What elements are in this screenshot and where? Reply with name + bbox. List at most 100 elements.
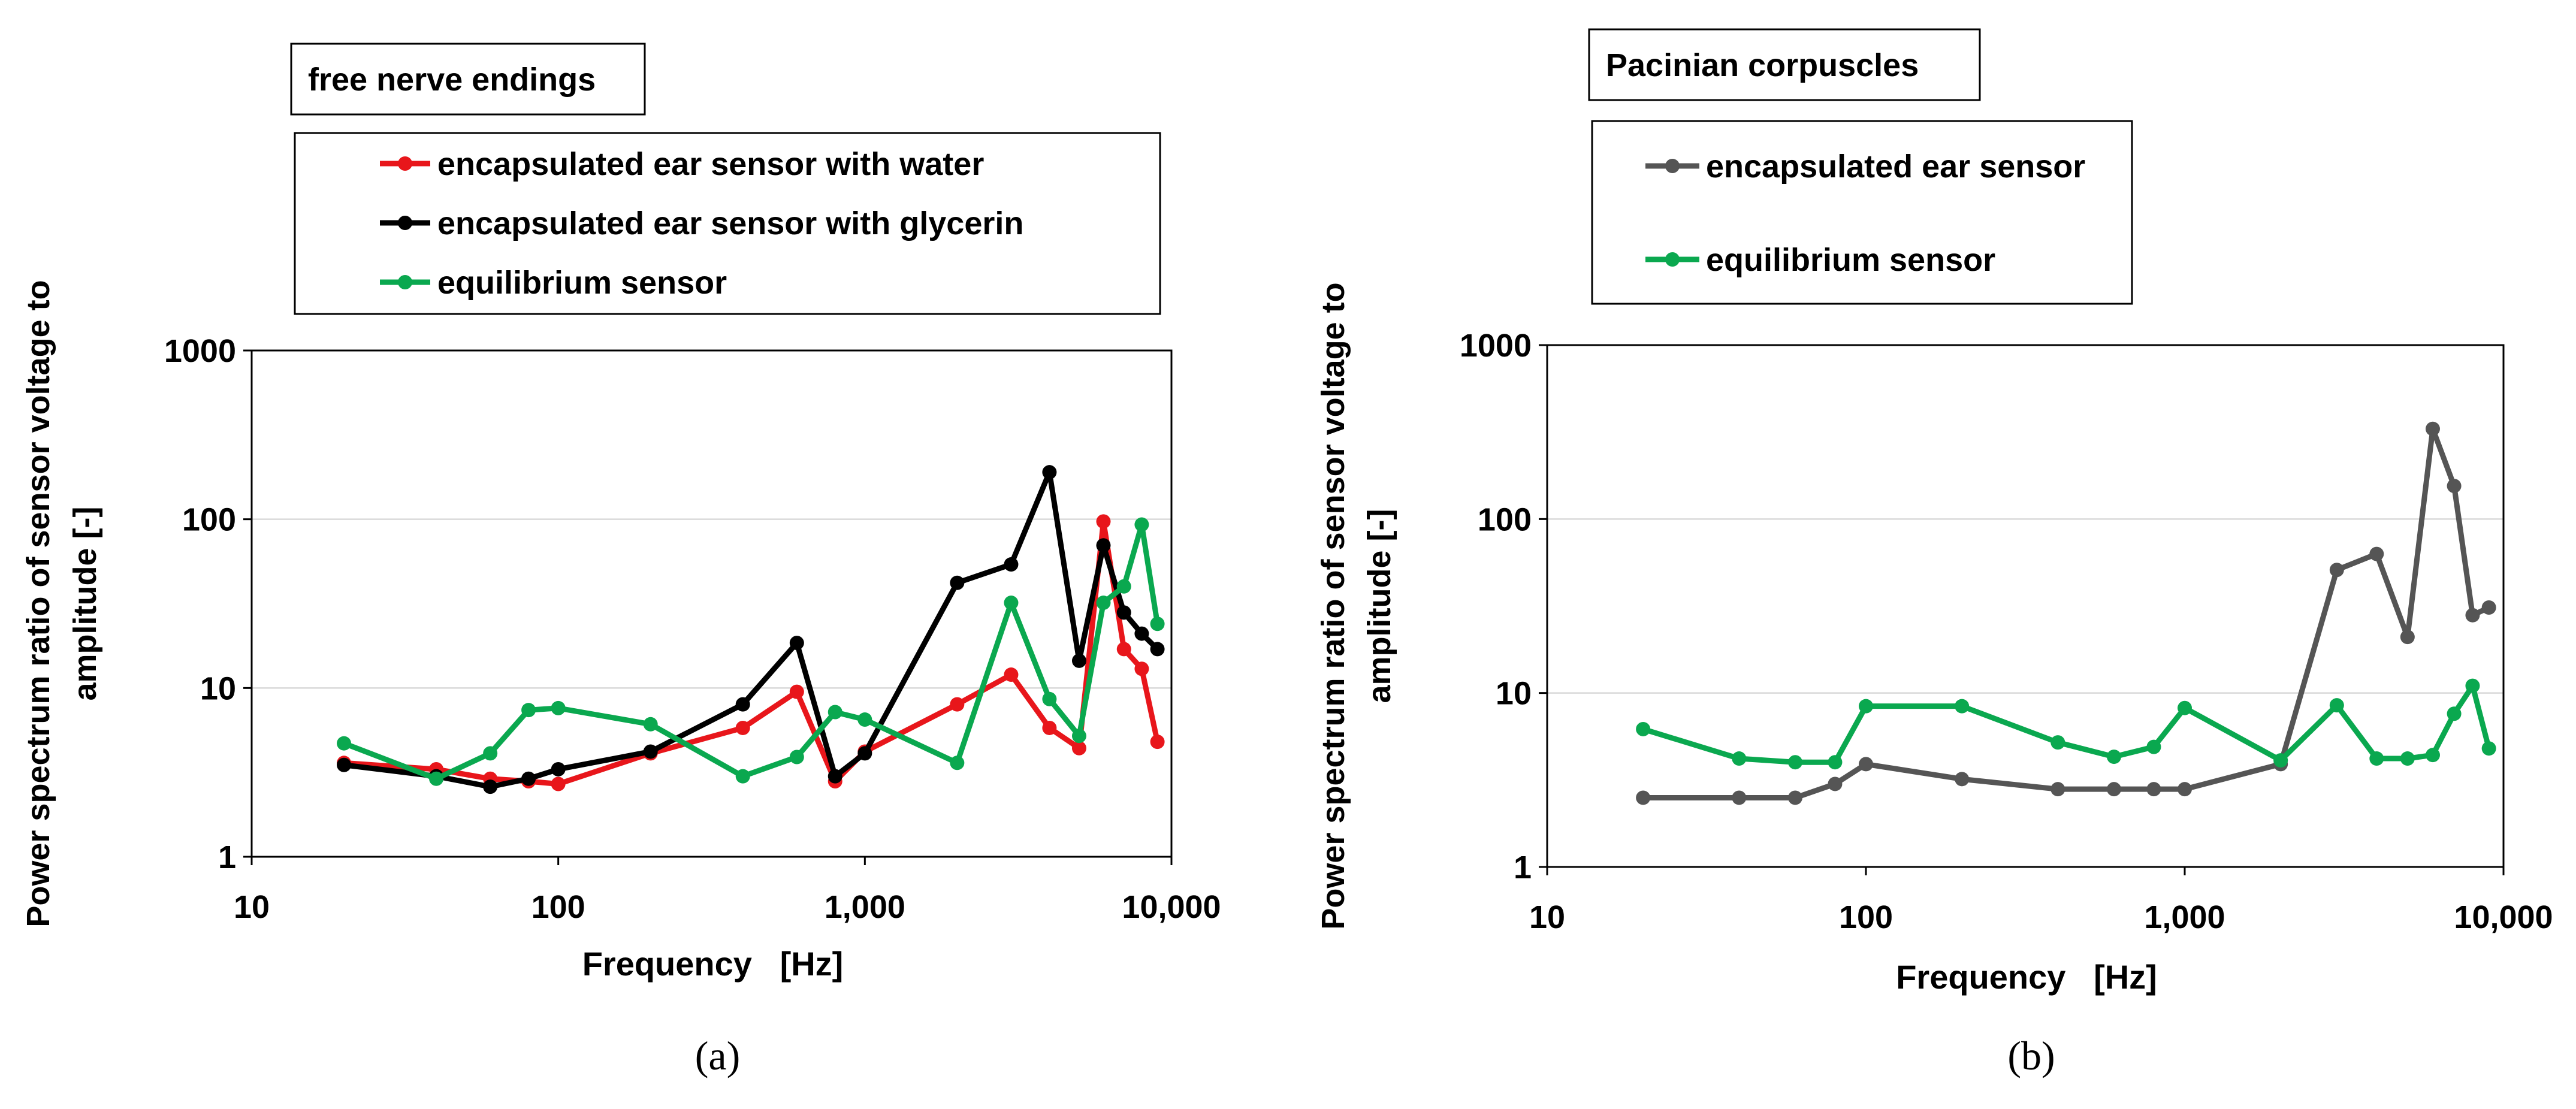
- panel-label: (a): [695, 1033, 740, 1078]
- legend-box: [294, 132, 1161, 315]
- chart-panel-b: 1 10 100 1000 10 100 1,000 10,000 Frequency [Hz]…: [1315, 28, 2553, 1078]
- data-point: [2447, 479, 2462, 494]
- data-point: [1116, 642, 1131, 657]
- data-point: [551, 762, 566, 776]
- data-point: [2178, 782, 2192, 797]
- data-point: [1732, 751, 1747, 766]
- data-point: [950, 697, 965, 712]
- x-axis-label: Frequency [Hz]: [582, 945, 844, 983]
- data-point: [2465, 608, 2480, 623]
- data-point: [483, 779, 498, 794]
- data-point: [2273, 753, 2288, 768]
- data-point: [2178, 700, 2192, 715]
- data-point: [643, 717, 658, 732]
- x-tick-label: 100: [1839, 899, 1893, 935]
- data-point: [1955, 699, 1970, 714]
- data-point: [2425, 421, 2440, 436]
- legend-swatch-marker: [398, 275, 412, 289]
- data-point: [1787, 755, 1802, 770]
- y-tick-label: 100: [182, 502, 236, 538]
- data-point: [521, 703, 536, 718]
- plot-area: [1546, 344, 2505, 868]
- data-point: [2146, 782, 2161, 797]
- y-axis-label-line2: amplitude [-]: [67, 507, 103, 701]
- data-point: [735, 720, 750, 735]
- legend: encapsulated ear sensor with water encaps…: [294, 132, 1161, 315]
- x-tick-label: 100: [531, 889, 585, 925]
- data-point: [1828, 776, 1843, 791]
- data-point: [1116, 579, 1131, 594]
- legend-swatch-marker: [398, 216, 412, 230]
- x-tick-label: 10,000: [2454, 899, 2553, 935]
- data-point: [1732, 790, 1747, 805]
- x-tick-label: 10: [1529, 899, 1565, 935]
- data-point: [2447, 706, 2462, 721]
- x-tick-label: 1,000: [2144, 899, 2225, 935]
- data-point: [1004, 596, 1019, 611]
- data-point: [2369, 751, 2384, 766]
- data-point: [2369, 546, 2384, 561]
- legend-box: [1591, 120, 2133, 305]
- data-point: [1955, 772, 1970, 787]
- data-point: [735, 697, 750, 712]
- y-tick-label: 1: [1514, 850, 1532, 886]
- data-point: [950, 756, 965, 770]
- series-2: [1636, 678, 2496, 770]
- data-point: [2481, 741, 2496, 756]
- data-point: [2106, 782, 2121, 797]
- y-tick-label: 10: [1496, 676, 1532, 712]
- data-point: [1071, 653, 1086, 668]
- data-point: [789, 750, 804, 764]
- plot-area: [250, 349, 1173, 858]
- x-tick-label: 1,000: [825, 889, 905, 925]
- data-point: [1787, 790, 1802, 805]
- data-point: [828, 705, 842, 720]
- data-point: [1071, 729, 1086, 744]
- data-point: [551, 776, 566, 791]
- data-point: [1134, 517, 1149, 532]
- series-line: [1640, 683, 2492, 765]
- data-point: [1150, 735, 1165, 750]
- legend-entry: encapsulated ear sensor with water: [437, 146, 984, 182]
- data-point: [857, 712, 872, 727]
- data-point: [1134, 626, 1149, 641]
- legend-entry: equilibrium sensor: [437, 265, 727, 301]
- y-tick-label: 10: [200, 670, 236, 706]
- x-tick-label: 10: [234, 889, 270, 925]
- x-tick-label: 10,000: [1122, 889, 1221, 925]
- legend: encapsulated ear sensor equilibrium senso…: [1591, 120, 2133, 305]
- y-tick-label: 100: [1478, 501, 1532, 537]
- data-point: [950, 575, 965, 590]
- series-1: [1636, 421, 2496, 805]
- chart-title: free nerve endings: [308, 62, 596, 98]
- data-point: [2481, 600, 2496, 615]
- data-point: [1004, 557, 1019, 572]
- data-point: [643, 744, 658, 759]
- data-point: [2400, 630, 2415, 645]
- data-point: [1116, 605, 1131, 620]
- data-point: [1828, 755, 1843, 770]
- y-axis-label-line2: amplitude [-]: [1361, 509, 1397, 703]
- data-point: [857, 746, 872, 761]
- data-point: [1150, 642, 1165, 657]
- y-tick-label: 1000: [1460, 328, 1532, 364]
- data-point: [2329, 698, 2344, 713]
- y-tick-label: 1000: [164, 333, 236, 369]
- data-point: [521, 771, 536, 786]
- y-tick-label: 1: [218, 839, 236, 875]
- legend-swatch-marker: [398, 156, 412, 171]
- data-point: [337, 736, 352, 751]
- y-axis-label: Power spectrum ratio of sensor voltage t…: [20, 280, 56, 927]
- data-point: [1096, 596, 1111, 611]
- legend-entry: encapsulated ear sensor with glycerin: [437, 206, 1023, 241]
- data-point: [2425, 748, 2440, 763]
- data-point: [789, 684, 804, 699]
- series-line: [341, 522, 1161, 782]
- data-point: [2106, 750, 2121, 764]
- data-point: [1134, 661, 1149, 676]
- data-point: [789, 636, 804, 651]
- series-2: [337, 465, 1165, 794]
- data-point: [1042, 465, 1057, 480]
- chart-title-box: [1588, 28, 1981, 101]
